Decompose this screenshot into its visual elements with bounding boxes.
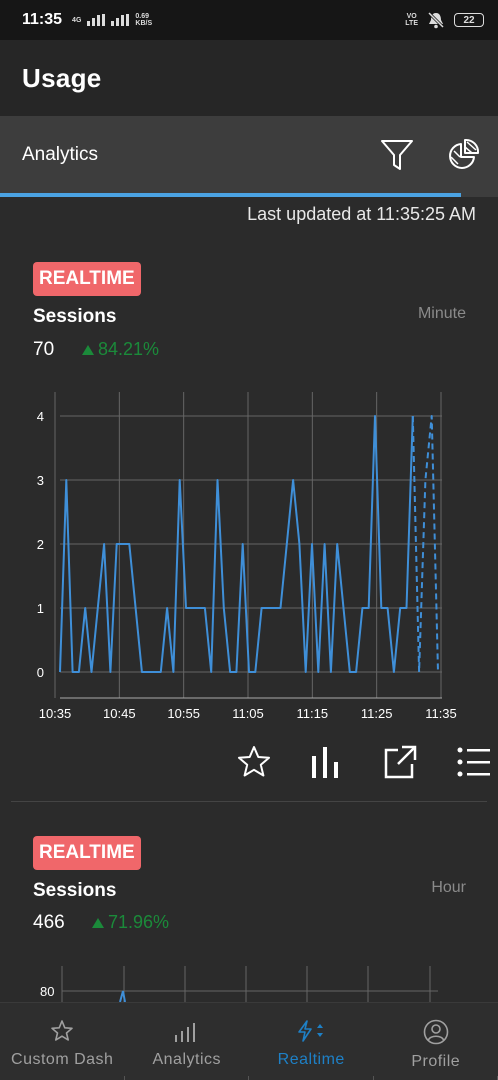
- profile-icon: [423, 1019, 449, 1045]
- x-tick-label: 10:55: [167, 706, 200, 721]
- series-line-projected: [411, 415, 439, 673]
- x-tick-label: 10:45: [103, 706, 136, 721]
- card-divider: [11, 801, 487, 802]
- y-tick-label: 2: [37, 537, 44, 552]
- nav-realtime[interactable]: Realtime: [249, 1003, 374, 1080]
- mute-icon: [427, 11, 445, 29]
- x-tick-label: 11:35: [425, 706, 457, 721]
- signal-icon: [87, 14, 106, 26]
- status-right: VO LTE 22: [405, 11, 484, 29]
- bottom-nav: Custom Dash Analytics Realtime: [0, 1002, 498, 1080]
- net-speed: 0.69 KB/S: [135, 13, 153, 27]
- tab-progress: [0, 193, 498, 197]
- bar-chart-icon[interactable]: [310, 744, 344, 780]
- metric-name: Sessions: [33, 880, 117, 901]
- chart-actions: [236, 744, 492, 780]
- nav-custom-dash[interactable]: Custom Dash: [0, 1003, 125, 1080]
- tab-progress-fill: [0, 193, 461, 197]
- network-type: 4G: [72, 16, 82, 24]
- metric-value: 466: [33, 912, 65, 933]
- x-tick-label: 11:05: [232, 706, 264, 721]
- y-tick-label: 4: [37, 409, 44, 424]
- filter-icon[interactable]: [380, 138, 414, 172]
- volte-icon: VO LTE: [405, 13, 418, 27]
- realtime-badge: REALTIME: [33, 836, 141, 870]
- y-tick-label: 0: [37, 665, 44, 680]
- metric-name: Sessions: [33, 306, 117, 327]
- sessions-minute-chart: 10:35 10:45 10:55 11:05 11:15 11:25 11:35 0 1 2 3 4: [37, 392, 457, 721]
- page-title: Usage: [22, 62, 102, 93]
- bolt-sort-icon: [298, 1020, 324, 1042]
- realtime-badge: REALTIME: [33, 262, 141, 296]
- app-header: Usage: [0, 40, 498, 116]
- x-tick-label: 11:25: [361, 706, 393, 721]
- star-icon[interactable]: [236, 744, 272, 780]
- y-tick-label: 80: [40, 984, 54, 999]
- section-title: Analytics: [22, 144, 99, 165]
- y-tick-label: 3: [37, 473, 44, 488]
- bar-chart-icon: [174, 1023, 195, 1042]
- battery-icon: 22: [454, 13, 484, 27]
- status-bar: 11:35 4G 0.69 KB/S VO LTE: [0, 0, 498, 40]
- series-line: [59, 415, 414, 673]
- series-line: [119, 990, 126, 1002]
- network-indicator: 4G 0.69 KB/S: [72, 13, 152, 27]
- sessions-hour-chart: 80: [40, 966, 438, 1002]
- x-tick-label: 11:15: [297, 706, 329, 721]
- period-selector[interactable]: Minute: [417, 305, 466, 322]
- y-tick-label: 1: [37, 601, 44, 616]
- nav-analytics[interactable]: Analytics: [125, 1003, 250, 1080]
- x-tick-label: 10:35: [39, 706, 72, 721]
- metric-change: 84.21%: [82, 339, 159, 360]
- star-icon: [51, 1020, 74, 1041]
- last-updated: Last updated at 11:35:25 AM: [247, 204, 476, 224]
- metric-change: 71.96%: [92, 912, 169, 933]
- status-time: 11:35: [22, 11, 63, 28]
- signal-icon-2: [111, 14, 130, 26]
- metric-value: 70: [33, 339, 55, 360]
- sub-header-actions: [380, 138, 480, 172]
- up-arrow-icon: [82, 344, 94, 355]
- list-icon[interactable]: [456, 744, 492, 780]
- up-arrow-icon: [92, 917, 104, 928]
- sub-header: Analytics: [0, 116, 498, 194]
- nav-profile[interactable]: Profile: [374, 1003, 498, 1080]
- pie-chart-icon[interactable]: [446, 138, 480, 172]
- period-selector[interactable]: Hour: [431, 879, 466, 896]
- open-external-icon[interactable]: [382, 744, 418, 780]
